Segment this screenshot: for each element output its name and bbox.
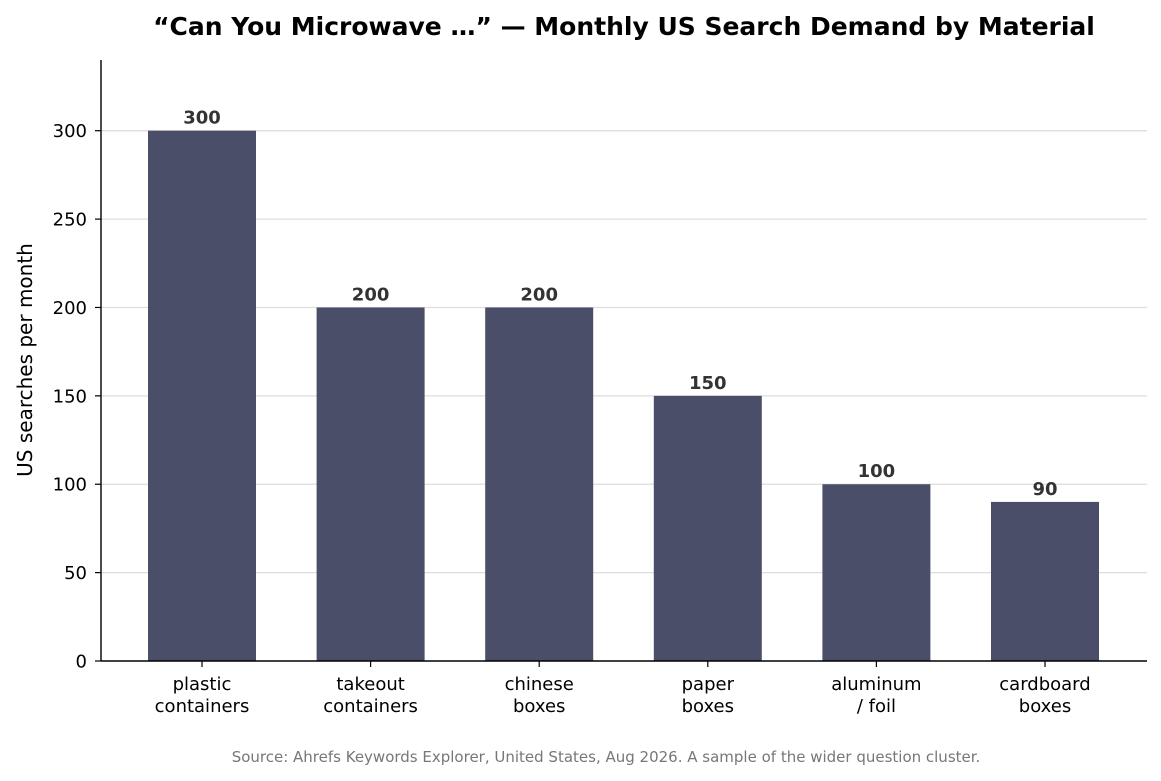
y-tick-label-100: 100	[53, 475, 87, 496]
bar-1	[316, 307, 425, 661]
y-tick-label-250: 250	[53, 210, 87, 231]
value-label-2: 200	[520, 284, 558, 305]
x-tick-label-3: paper boxes	[682, 674, 735, 717]
x-tick-label-2-line-1: boxes	[513, 696, 565, 717]
y-axis-ticks: 0 50 100 150 200 250 300	[53, 121, 101, 673]
x-tick-label-3-line-1: boxes	[682, 696, 734, 717]
y-tick-label-200: 200	[53, 298, 87, 319]
axes	[100, 60, 1147, 662]
bar-2	[485, 307, 594, 661]
bar-5	[991, 501, 1099, 661]
x-tick-label-5-line-1: boxes	[1019, 696, 1071, 717]
x-tick-label-3-line-0: paper	[682, 674, 735, 695]
value-label-4: 100	[858, 461, 896, 482]
value-label-1: 200	[352, 284, 390, 305]
x-tick-label-5: cardboard boxes	[999, 674, 1090, 717]
gridlines	[101, 130, 1147, 574]
x-tick-label-1: takeout containers	[323, 674, 418, 717]
x-tick-label-0-line-0: plastic	[173, 674, 232, 695]
bars	[148, 130, 1099, 662]
bar-4	[822, 484, 931, 661]
source-note: Source: Ahrefs Keywords Explorer, United…	[232, 748, 981, 766]
x-tick-label-2: chinese boxes	[505, 674, 574, 717]
y-tick-label-50: 50	[64, 563, 87, 584]
y-tick-label-0: 0	[76, 652, 87, 673]
bar-3	[653, 395, 762, 661]
x-tick-label-5-line-0: cardboard	[999, 674, 1090, 695]
x-tick-label-2-line-0: chinese	[505, 674, 574, 695]
x-tick-label-1-line-0: takeout	[336, 674, 404, 695]
x-tick-label-4-line-1: / foil	[857, 696, 896, 717]
x-tick-label-4-line-0: aluminum	[831, 674, 921, 695]
x-tick-label-0: plastic containers	[155, 674, 250, 717]
y-tick-label-300: 300	[53, 121, 87, 142]
chart-title: “Can You Microwave …” — Monthly US Searc…	[153, 12, 1095, 41]
y-tick-label-150: 150	[53, 386, 87, 407]
value-label-5: 90	[1032, 479, 1057, 500]
y-axis-label: US searches per month	[13, 243, 37, 477]
bar-0	[148, 130, 256, 662]
value-label-0: 300	[183, 108, 221, 129]
value-label-3: 150	[689, 373, 727, 394]
value-labels: 300 200 200 150 100 90	[183, 108, 1057, 500]
x-tick-label-0-line-1: containers	[155, 696, 250, 717]
x-tick-label-1-line-1: containers	[323, 696, 418, 717]
x-tick-label-4: aluminum / foil	[831, 674, 921, 717]
